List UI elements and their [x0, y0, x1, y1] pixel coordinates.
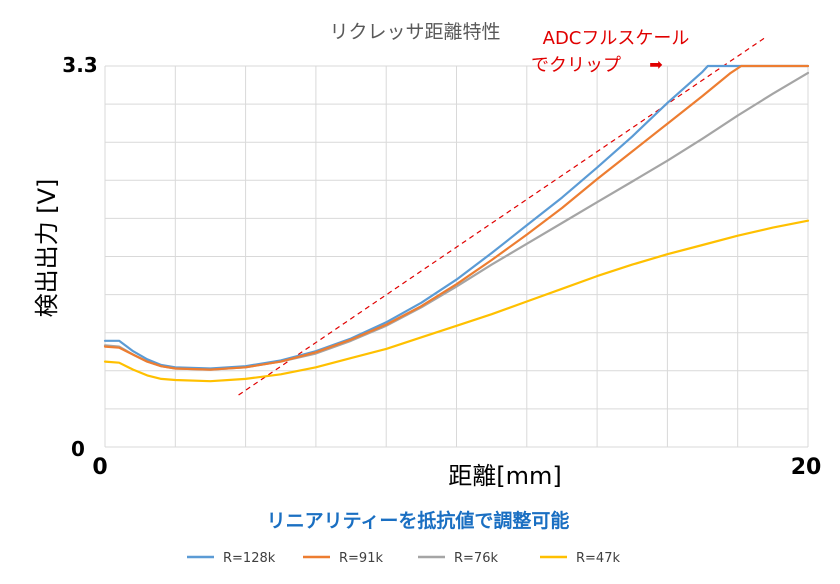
series-line-r-128k: [103, 64, 810, 370]
legend-label: R=47k: [576, 551, 620, 566]
series-line-r-47k: [103, 219, 810, 383]
chart-subtitle: リニアリティーを抵抗値で調整可能: [267, 509, 570, 532]
y-tick-zero: 0: [71, 437, 85, 461]
chart-title: リクレッサ距離特性: [329, 21, 500, 43]
legend-label: R=128k: [223, 551, 276, 566]
legend-label: R=91k: [339, 551, 383, 566]
x-tick-end: 20: [791, 455, 822, 480]
reference-dashed-line: [238, 36, 767, 396]
y-tick-top: 3.3: [62, 53, 97, 77]
series-layer: [103, 64, 810, 383]
y-axis-label: 検出出力 [V]: [33, 179, 61, 318]
x-axis-label: 距離[mm]: [448, 462, 561, 490]
series-line-r-91k: [103, 64, 810, 371]
annotation-arrow-icon: ➡: [649, 55, 662, 74]
grid: [104, 65, 809, 448]
annotation-line-2: でクリップ: [531, 55, 621, 76]
x-tick-zero: 0: [92, 455, 107, 480]
annotation-line-1: ADCフルスケール: [543, 28, 690, 49]
legend-label: R=76k: [454, 551, 498, 566]
legend: R=128k R=91k R=76k R=47k: [187, 551, 620, 566]
